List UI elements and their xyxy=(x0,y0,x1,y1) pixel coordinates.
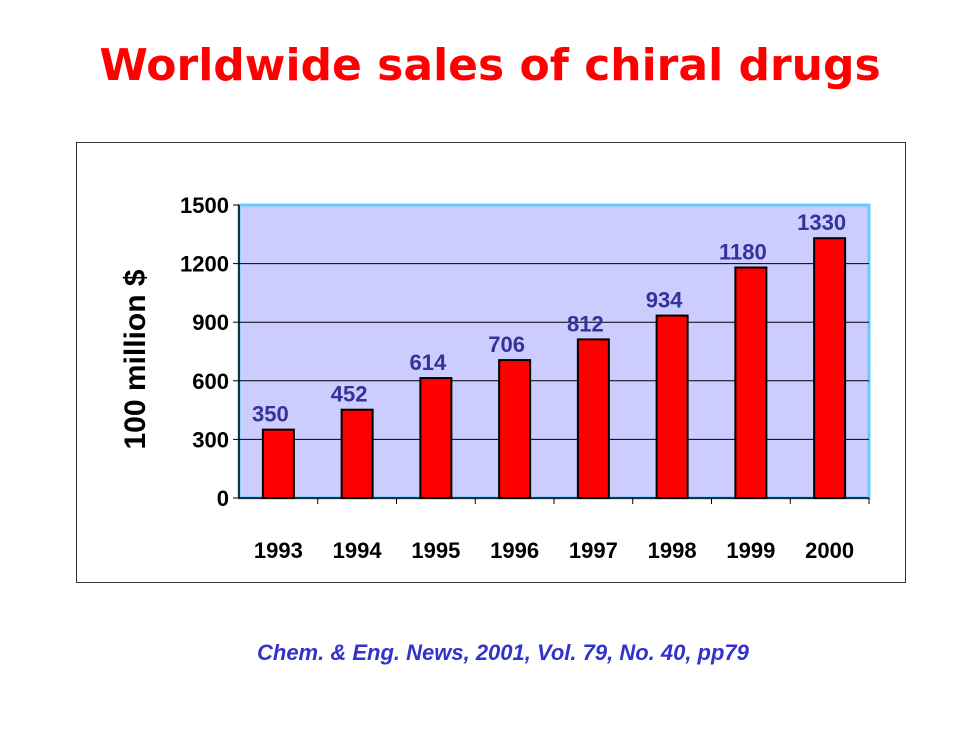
x-tick-label: 1995 xyxy=(411,538,460,563)
data-label: 614 xyxy=(410,350,447,375)
x-tick-label: 1996 xyxy=(490,538,539,563)
bar xyxy=(340,408,374,499)
y-tick-label: 300 xyxy=(192,427,229,452)
y-tick-label: 1500 xyxy=(180,193,229,218)
y-tick-label: 600 xyxy=(192,369,229,394)
bar xyxy=(576,338,610,499)
data-label: 1330 xyxy=(797,210,846,235)
x-tick-label: 1999 xyxy=(726,538,775,563)
x-tick-label: 1998 xyxy=(648,538,697,563)
citation: Chem. & Eng. News, 2001, Vol. 79, No. 40… xyxy=(257,640,749,665)
data-label: 350 xyxy=(252,402,289,427)
bar xyxy=(261,428,295,499)
data-label: 452 xyxy=(331,382,368,407)
bar xyxy=(419,377,453,500)
data-label: 812 xyxy=(567,311,604,336)
bar-chart: 0 300 600 900 1200 1500 350 1993 452 1994 614 1995 7… xyxy=(119,193,871,563)
bar xyxy=(813,237,847,499)
bar xyxy=(498,359,532,499)
chart-frame: 0 300 600 900 1200 1500 350 1993 452 1994 614 1995 7… xyxy=(76,142,906,583)
bar xyxy=(655,314,689,499)
y-axis-label: 100 million $ xyxy=(119,269,152,449)
y-tick-label: 900 xyxy=(192,310,229,335)
slide-title: Worldwide sales of chiral drugs xyxy=(99,40,881,91)
x-tick-label: 1993 xyxy=(254,538,303,563)
data-label: 1180 xyxy=(719,240,767,265)
y-tick-label: 0 xyxy=(217,486,229,511)
y-tick-label: 1200 xyxy=(180,252,229,277)
bar xyxy=(734,266,768,499)
data-label: 934 xyxy=(646,288,683,313)
x-tick-label: 2000 xyxy=(805,538,854,563)
x-tick-label: 1994 xyxy=(333,538,383,563)
plot-area xyxy=(237,203,871,500)
data-label: 706 xyxy=(488,332,525,357)
x-tick-label: 1997 xyxy=(569,538,618,563)
